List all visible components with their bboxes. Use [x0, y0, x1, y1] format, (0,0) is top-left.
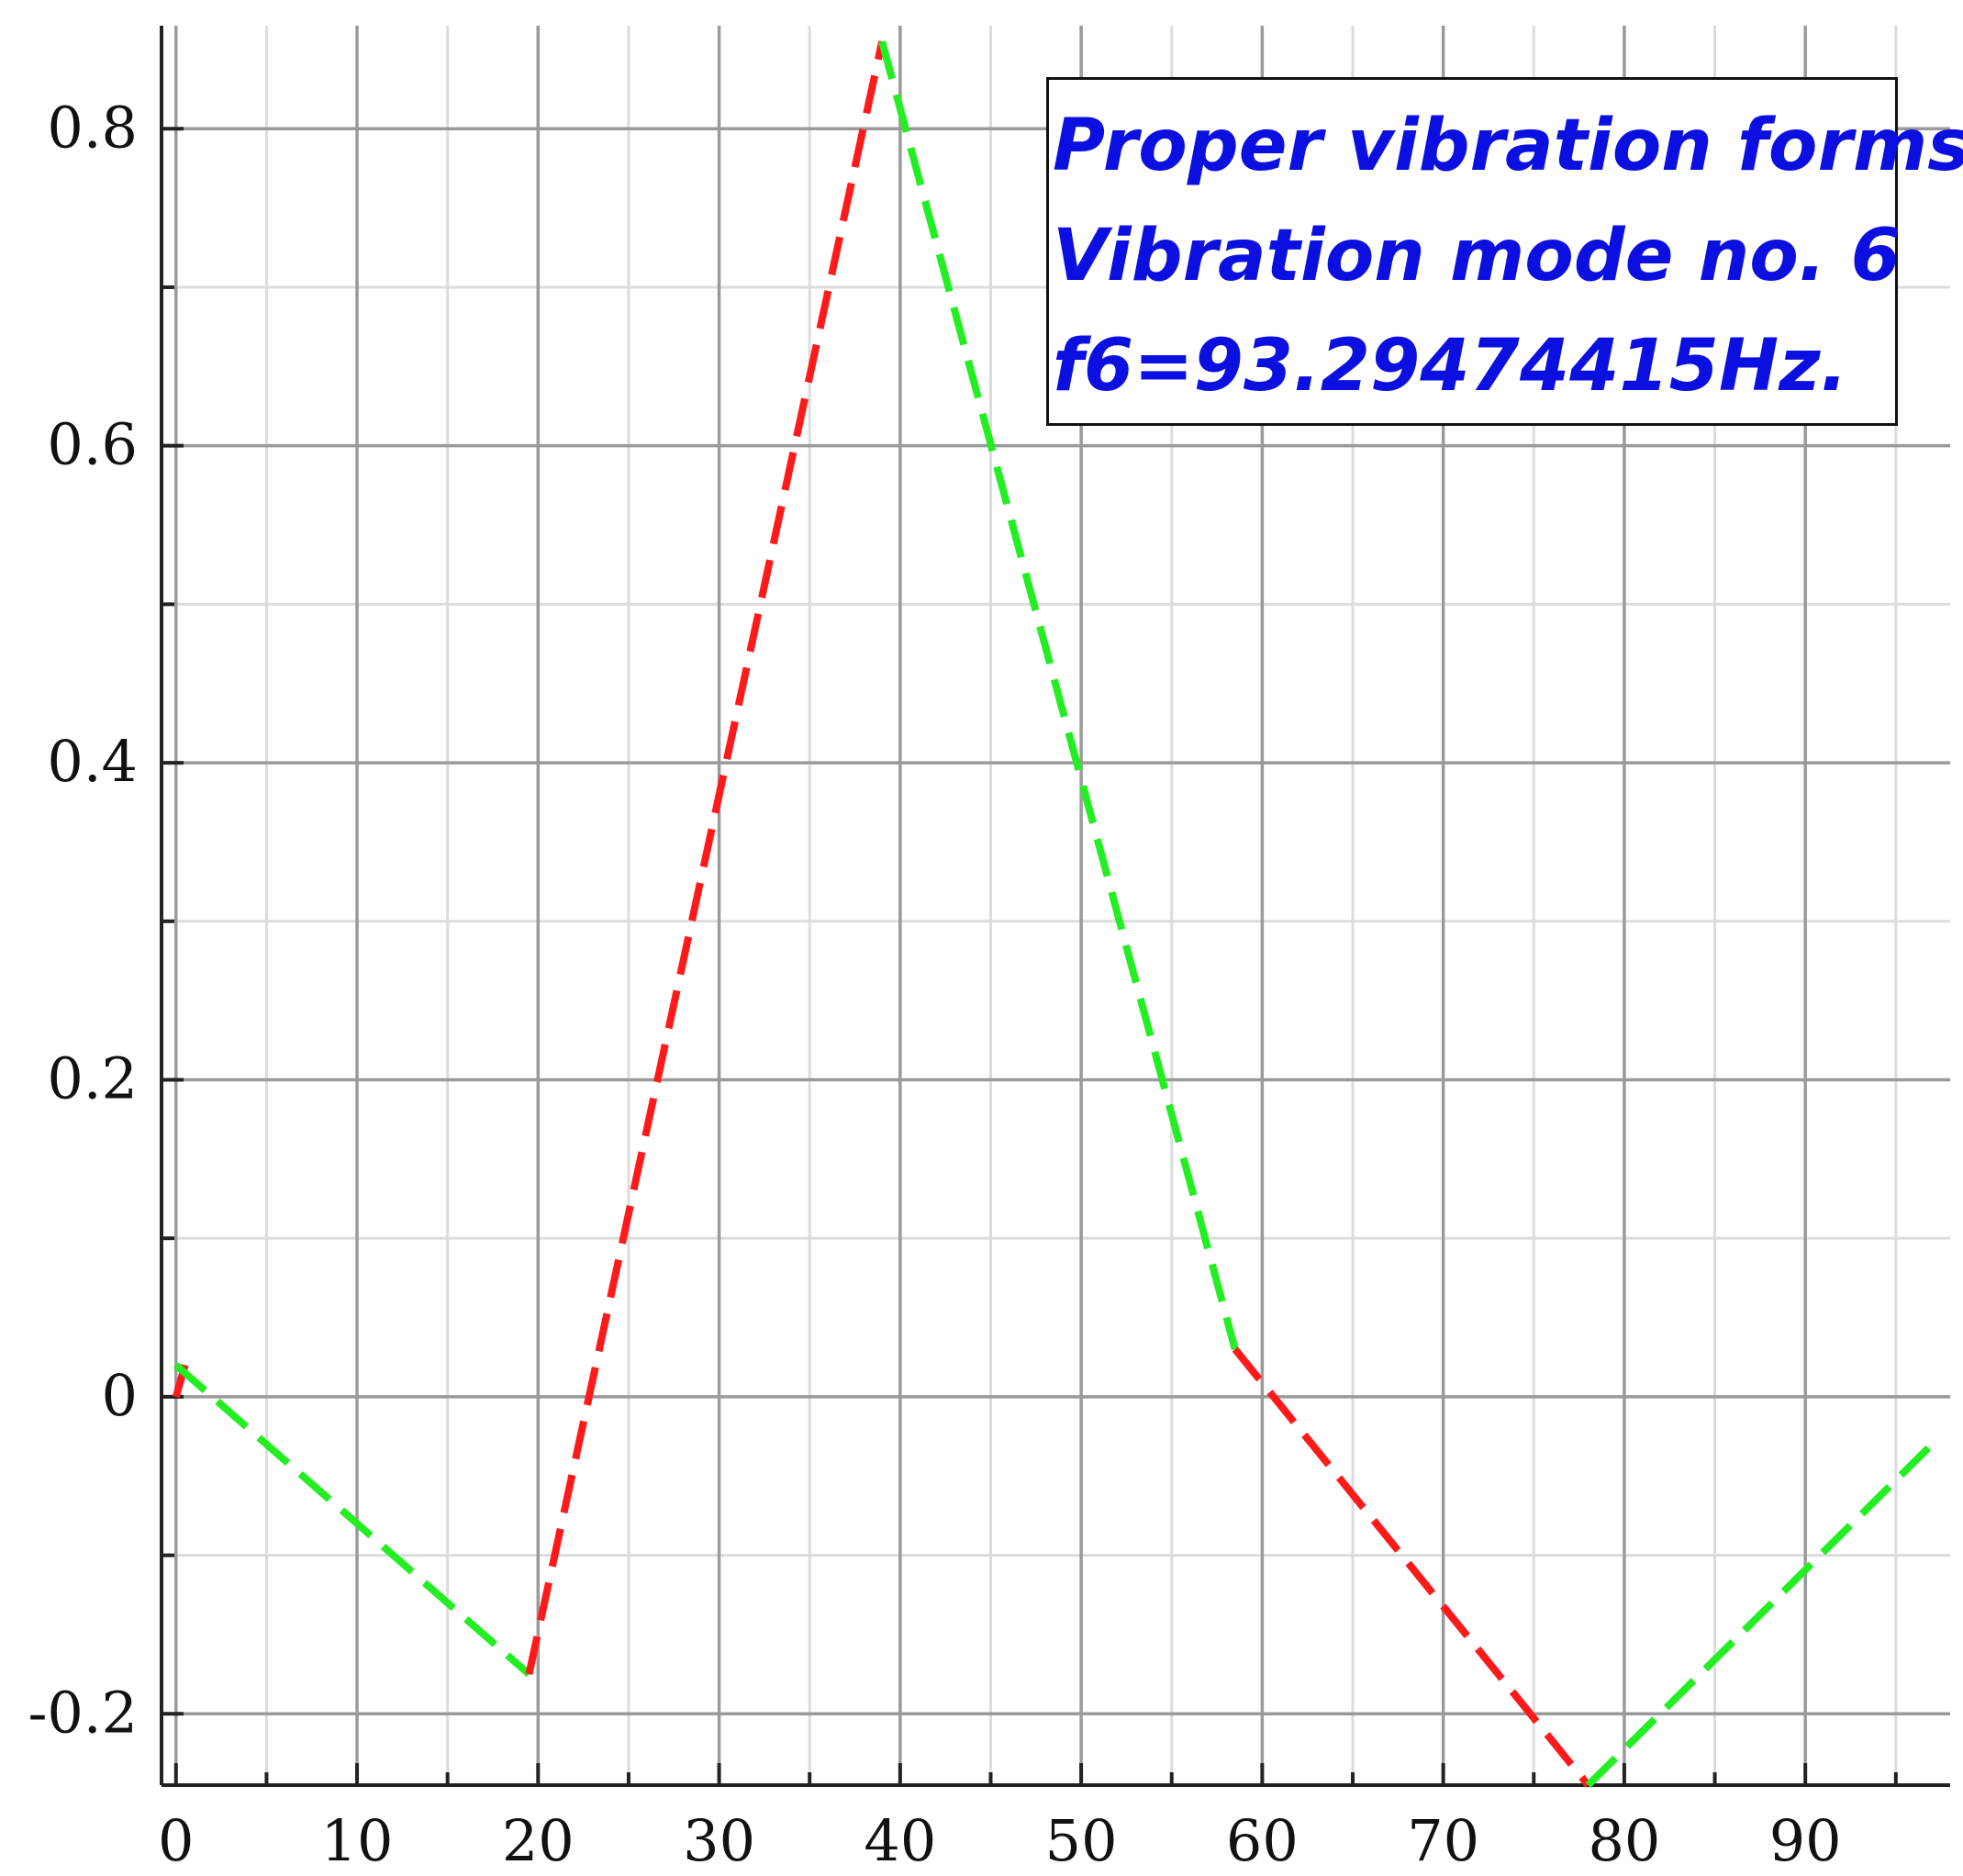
tick-labels: 0 10 20 30 40 50 60 70 80 90 -0.2 0 0.2 0.4 0.6 0.8	[28, 94, 1841, 1874]
x-tick-label: 40	[864, 1807, 936, 1874]
annotation-line-mode: Vibration mode no. 6	[1053, 215, 1901, 297]
annotation-box: Proper vibration forms. Vibration mode n…	[1046, 77, 1963, 426]
y-tick-label: 0.8	[47, 94, 138, 161]
x-tick-label: 10	[321, 1807, 394, 1874]
mode-shape-segment-green	[1585, 1441, 1935, 1788]
annotation-line-frequency: f6=93.29474415Hz.	[1053, 325, 1848, 408]
mode-shape-segment-red	[1232, 1346, 1591, 1788]
x-tick-label: 70	[1407, 1807, 1479, 1874]
x-tick-label: 50	[1045, 1807, 1118, 1874]
y-tick-label: 0	[102, 1362, 138, 1429]
x-tick-label: 20	[502, 1807, 574, 1874]
axes	[160, 26, 1950, 1787]
mode-shape-series	[172, 40, 1935, 1788]
x-tick-label: 30	[683, 1807, 755, 1874]
y-tick-label: -0.2	[28, 1679, 138, 1746]
x-tick-label: 90	[1769, 1807, 1842, 1874]
x-tick-label: 80	[1588, 1807, 1660, 1874]
x-tick-label: 60	[1226, 1807, 1299, 1874]
mode-shape-segment-green	[173, 1362, 532, 1678]
mode-shape-segment-green	[878, 40, 1239, 1351]
y-tick-label: 0.6	[47, 411, 138, 478]
y-tick-label: 0.4	[47, 728, 138, 795]
annotation-line-title: Proper vibration forms.	[1053, 105, 1963, 187]
y-tick-label: 0.2	[47, 1044, 138, 1111]
mode-shape-segment-red	[525, 40, 887, 1675]
tick-marks	[162, 127, 1898, 1785]
x-tick-label: 0	[158, 1807, 194, 1874]
